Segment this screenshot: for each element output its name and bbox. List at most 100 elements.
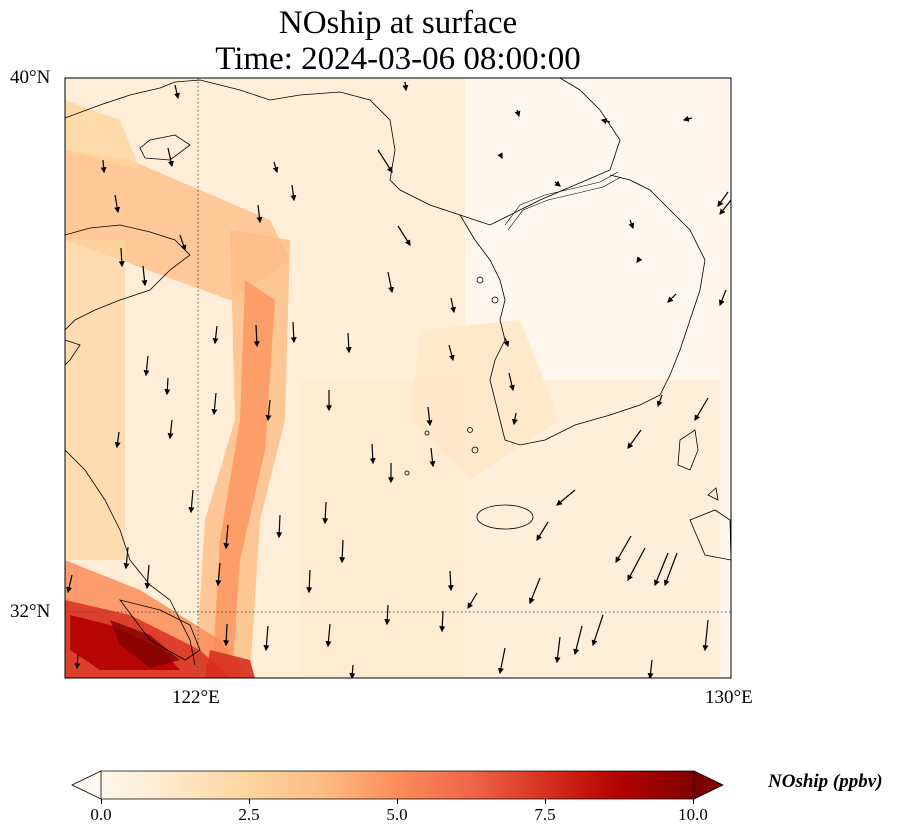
- colorbar-tickmark: [101, 799, 102, 804]
- wind-arrow: [682, 115, 693, 122]
- concentration-field: [65, 78, 731, 678]
- wind-arrow: [387, 271, 395, 294]
- colorbar-tick-label: 2.5: [238, 805, 260, 824]
- wind-arrow: [114, 194, 121, 214]
- wind-arrow: [290, 184, 297, 202]
- wind-arrow: [536, 521, 549, 542]
- wind-arrow: [173, 84, 180, 100]
- wind-arrow: [384, 604, 391, 626]
- wind-arrow: [211, 392, 218, 416]
- wind-arrow: [497, 647, 506, 675]
- gridlines: [65, 78, 731, 678]
- wind-arrow: [66, 574, 73, 594]
- wind-arrow: [663, 552, 678, 587]
- wind-arrow: [717, 191, 729, 207]
- wind-arrow: [503, 337, 510, 348]
- wind-arrow: [719, 199, 731, 215]
- colorbar-label: NOship (ppbv): [768, 771, 883, 792]
- colorbar-tickmark: [693, 799, 694, 804]
- wind-arrow: [345, 332, 352, 354]
- map-title-line2: Time: 2024-03-06 08:00:00: [215, 41, 581, 77]
- wind-arrow: [123, 546, 130, 570]
- coastlines: [65, 78, 731, 666]
- wind-arrow: [636, 256, 643, 263]
- wind-arrow: [256, 204, 263, 224]
- wind-arrow: [627, 547, 646, 582]
- wind-arrow: [223, 524, 230, 550]
- wind-arrow: [702, 619, 709, 652]
- wind-arrow: [694, 397, 709, 422]
- colorbar-tickmark: [249, 799, 250, 804]
- wind-arrow: [615, 535, 632, 564]
- wind-arrow: [656, 394, 663, 408]
- wind-arrow: [554, 180, 561, 187]
- wind-arrow: [397, 225, 411, 247]
- colorbar: [71, 770, 724, 800]
- wind-arrow: [554, 636, 561, 664]
- wind-arrow: [447, 570, 454, 592]
- lon-label-130e: 130°E: [705, 687, 753, 708]
- wind-arrow: [573, 625, 583, 656]
- wind-arrow: [141, 265, 148, 287]
- map-frame: [64, 77, 732, 679]
- wind-arrow: [429, 447, 436, 468]
- wind-vectors: [66, 81, 731, 678]
- lat-label-32n: 32°N: [10, 601, 51, 622]
- wind-arrow: [718, 289, 727, 307]
- wind-arrow: [628, 219, 635, 230]
- wind-arrow: [654, 552, 669, 587]
- wind-arrow: [556, 489, 576, 506]
- wind-arrow: [212, 325, 219, 345]
- wind-arrow: [514, 109, 521, 118]
- lon-label-122e: 122°E: [172, 687, 220, 708]
- wind-arrow: [188, 489, 195, 514]
- colorbar-tick-label: 5.0: [386, 805, 408, 824]
- wind-arrow: [100, 159, 107, 174]
- wind-arrow: [179, 234, 187, 252]
- wind-arrow: [290, 321, 297, 344]
- wind-arrow: [369, 443, 376, 465]
- wind-arrow: [647, 659, 654, 678]
- wind-arrow: [497, 152, 503, 160]
- wind-arrow: [263, 625, 270, 652]
- wind-arrow: [402, 81, 409, 92]
- wind-arrow: [164, 377, 171, 396]
- wind-arrow: [322, 501, 329, 525]
- wind-arrow: [377, 149, 393, 174]
- wind-arrow: [528, 577, 541, 605]
- wind-arrow: [508, 372, 515, 392]
- wind-arrow: [144, 564, 151, 590]
- wind-arrow: [325, 623, 332, 648]
- wind-arrow: [426, 406, 433, 427]
- map-title-line1: NOship at surface: [278, 5, 518, 41]
- wind-arrow: [600, 118, 611, 125]
- colorbar-tick-label: 0.0: [90, 805, 112, 824]
- wind-arrow: [439, 610, 446, 633]
- wind-arrow: [448, 344, 455, 362]
- wind-arrow: [74, 654, 81, 670]
- colorbar-tick-label: 10.0: [678, 805, 708, 824]
- lat-label-40n: 40°N: [10, 67, 51, 88]
- wind-arrow: [339, 539, 346, 564]
- colorbar-tick-label: 7.5: [534, 805, 556, 824]
- wind-arrow: [276, 514, 283, 539]
- wind-arrow: [265, 399, 272, 422]
- wind-arrow: [627, 429, 642, 449]
- wind-arrow: [591, 614, 604, 647]
- colorbar-tickmark: [545, 799, 546, 804]
- wind-arrow: [511, 412, 518, 426]
- wind-arrow: [272, 161, 279, 174]
- wind-arrow: [450, 297, 456, 314]
- colorbar-tickmark: [397, 799, 398, 804]
- wind-arrow: [349, 664, 356, 678]
- wind-arrow: [114, 431, 121, 449]
- wind-arrow: [253, 324, 260, 348]
- wind-arrow: [667, 293, 677, 303]
- wind-arrow: [223, 623, 230, 647]
- wind-arrow: [118, 247, 125, 268]
- wind-arrow: [143, 355, 150, 377]
- wind-arrow: [306, 569, 313, 594]
- wind-arrow: [167, 147, 174, 168]
- wind-arrow: [467, 592, 478, 610]
